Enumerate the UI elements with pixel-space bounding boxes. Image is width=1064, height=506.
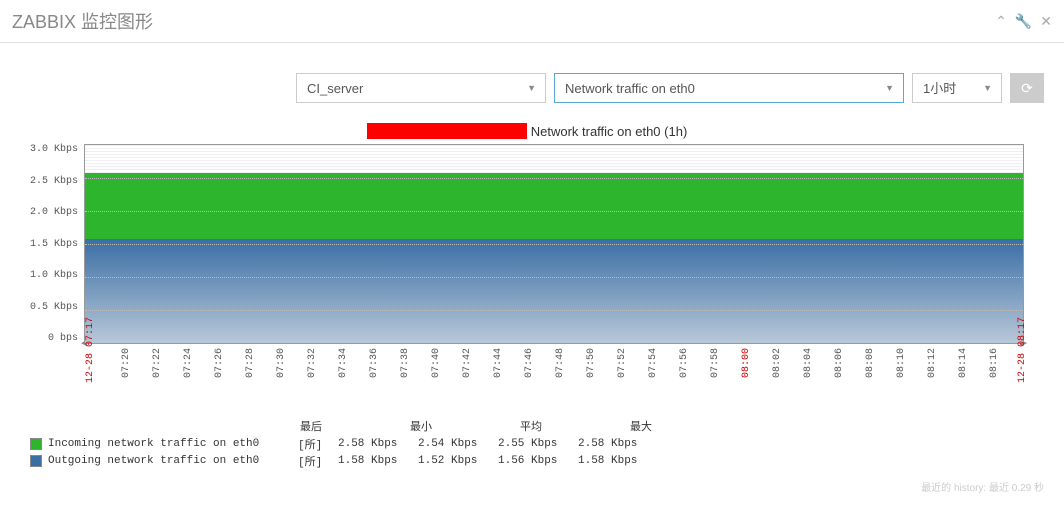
legend-header-cell: 最大 — [630, 418, 710, 434]
x-tick: 07:48 — [555, 348, 566, 378]
x-tick: 08:08 — [865, 348, 876, 378]
legend-rows: Incoming network traffic on eth0[所]2.58 … — [30, 436, 1034, 469]
x-tick: 07:30 — [276, 348, 287, 378]
host-select-wrap: CI_server — [296, 73, 546, 103]
x-tick: 08:02 — [772, 348, 783, 378]
close-icon[interactable]: ✕ — [1040, 13, 1052, 30]
y-tick: 1.5 Kbps — [30, 239, 78, 250]
x-tick: 07:54 — [648, 348, 659, 378]
legend-value: 2.54 Kbps — [418, 438, 498, 450]
grid-line — [85, 277, 1023, 278]
x-tick: 07:52 — [617, 348, 628, 378]
x-tick: 07:26 — [214, 348, 225, 378]
refresh-button[interactable]: ⟳ — [1010, 73, 1044, 103]
x-tick: 08:14 — [958, 348, 969, 378]
x-tick: 07:42 — [462, 348, 473, 378]
legend-header-cell: 平均 — [520, 418, 600, 434]
x-tick: 08:10 — [896, 348, 907, 378]
y-tick: 2.5 Kbps — [30, 176, 78, 187]
legend-value: 2.58 Kbps — [338, 438, 418, 450]
series-incoming-area — [85, 173, 1023, 239]
graph-select[interactable]: Network traffic on eth0 — [554, 73, 904, 103]
grid-line — [85, 178, 1023, 179]
x-tick: 07:46 — [524, 348, 535, 378]
legend-value: 1.56 Kbps — [498, 455, 578, 467]
x-tick: 07:32 — [307, 348, 318, 378]
header-actions: ⌃ 🔧 ✕ — [995, 13, 1052, 30]
x-start-label: 12-28 07:17 — [85, 317, 96, 383]
legend-stat-label: [所] — [298, 453, 338, 469]
x-tick: 08:12 — [927, 348, 938, 378]
x-tick: 08:06 — [834, 348, 845, 378]
x-tick: 07:24 — [183, 348, 194, 378]
legend-label: Outgoing network traffic on eth0 — [48, 455, 298, 467]
controls-bar: CI_server Network traffic on eth0 1小时 ⟳ — [0, 43, 1064, 113]
chart-body: 3.0 Kbps 2.5 Kbps 2.0 Kbps 1.5 Kbps 1.0 Kbps… — [30, 144, 1024, 344]
x-tick: 07:28 — [245, 348, 256, 378]
refresh-icon: ⟳ — [1021, 80, 1033, 97]
x-end-label: 12-28 08:17 — [1017, 317, 1028, 383]
y-tick: 0.5 Kbps — [30, 302, 78, 313]
grid-line — [85, 211, 1023, 212]
legend-row: Outgoing network traffic on eth0[所]1.58 … — [30, 453, 1034, 469]
y-tick: 0 bps — [48, 333, 78, 344]
legend: 最后 最小 平均 最大 Incoming network traffic on eth… — [0, 398, 1064, 475]
legend-header-cell: 最后 — [300, 418, 380, 434]
x-tick: 07:50 — [586, 348, 597, 378]
footer: 最近的 history: 最近 0.29 秒 — [0, 475, 1064, 498]
legend-header: 最后 最小 平均 最大 — [30, 418, 1034, 434]
series-outgoing-area — [85, 239, 1023, 343]
x-tick: 07:20 — [121, 348, 132, 378]
legend-stat-label: [所] — [298, 436, 338, 452]
legend-header-cell: 最小 — [410, 418, 490, 434]
y-tick: 3.0 Kbps — [30, 144, 78, 155]
chart-container: Network traffic on eth0 (1h) 3.0 Kbps 2.5… — [0, 113, 1064, 398]
wrench-icon[interactable]: 🔧 — [1015, 13, 1032, 30]
red-block — [367, 123, 527, 139]
x-tick: 08:16 — [989, 348, 1000, 378]
x-tick: 07:56 — [679, 348, 690, 378]
page-header: ZABBIX 监控图形 ⌃ 🔧 ✕ — [0, 0, 1064, 43]
graph-select-wrap: Network traffic on eth0 — [554, 73, 904, 103]
legend-value: 2.55 Kbps — [498, 438, 578, 450]
page-title: ZABBIX 监控图形 — [12, 8, 153, 34]
legend-swatch — [30, 455, 42, 467]
chevron-up-icon[interactable]: ⌃ — [995, 13, 1007, 30]
x-tick: 08:04 — [803, 348, 814, 378]
legend-value: 1.52 Kbps — [418, 455, 498, 467]
x-tick: 08:00 — [741, 348, 752, 378]
y-tick: 2.0 Kbps — [30, 207, 78, 218]
y-axis: 3.0 Kbps 2.5 Kbps 2.0 Kbps 1.5 Kbps 1.0 Kbps… — [30, 144, 84, 344]
x-tick: 07:36 — [369, 348, 380, 378]
empty-area — [85, 145, 1023, 173]
host-select[interactable]: CI_server — [296, 73, 546, 103]
chart-title: Network traffic on eth0 (1h) — [531, 124, 688, 139]
legend-value: 1.58 Kbps — [578, 455, 658, 467]
chart-title-row: Network traffic on eth0 (1h) — [30, 123, 1024, 139]
legend-row: Incoming network traffic on eth0[所]2.58 … — [30, 436, 1034, 452]
time-select[interactable]: 1小时 — [912, 73, 1002, 103]
plot-area: ◄ ► http://www.zabbix.com — [84, 144, 1024, 344]
legend-value: 2.58 Kbps — [578, 438, 658, 450]
y-tick: 1.0 Kbps — [30, 270, 78, 281]
grid-line — [85, 310, 1023, 311]
x-tick: 07:38 — [400, 348, 411, 378]
x-tick: 07:40 — [431, 348, 442, 378]
grid-line — [85, 244, 1023, 245]
time-select-wrap: 1小时 — [912, 73, 1002, 103]
legend-swatch — [30, 438, 42, 450]
legend-label: Incoming network traffic on eth0 — [48, 438, 298, 450]
x-tick: 07:58 — [710, 348, 721, 378]
legend-value: 1.58 Kbps — [338, 455, 418, 467]
x-tick: 07:44 — [493, 348, 504, 378]
x-tick: 07:34 — [338, 348, 349, 378]
x-tick: 07:22 — [152, 348, 163, 378]
x-axis: 12-28 07:1707:2007:2207:2407:2607:2807:3… — [30, 348, 1024, 388]
